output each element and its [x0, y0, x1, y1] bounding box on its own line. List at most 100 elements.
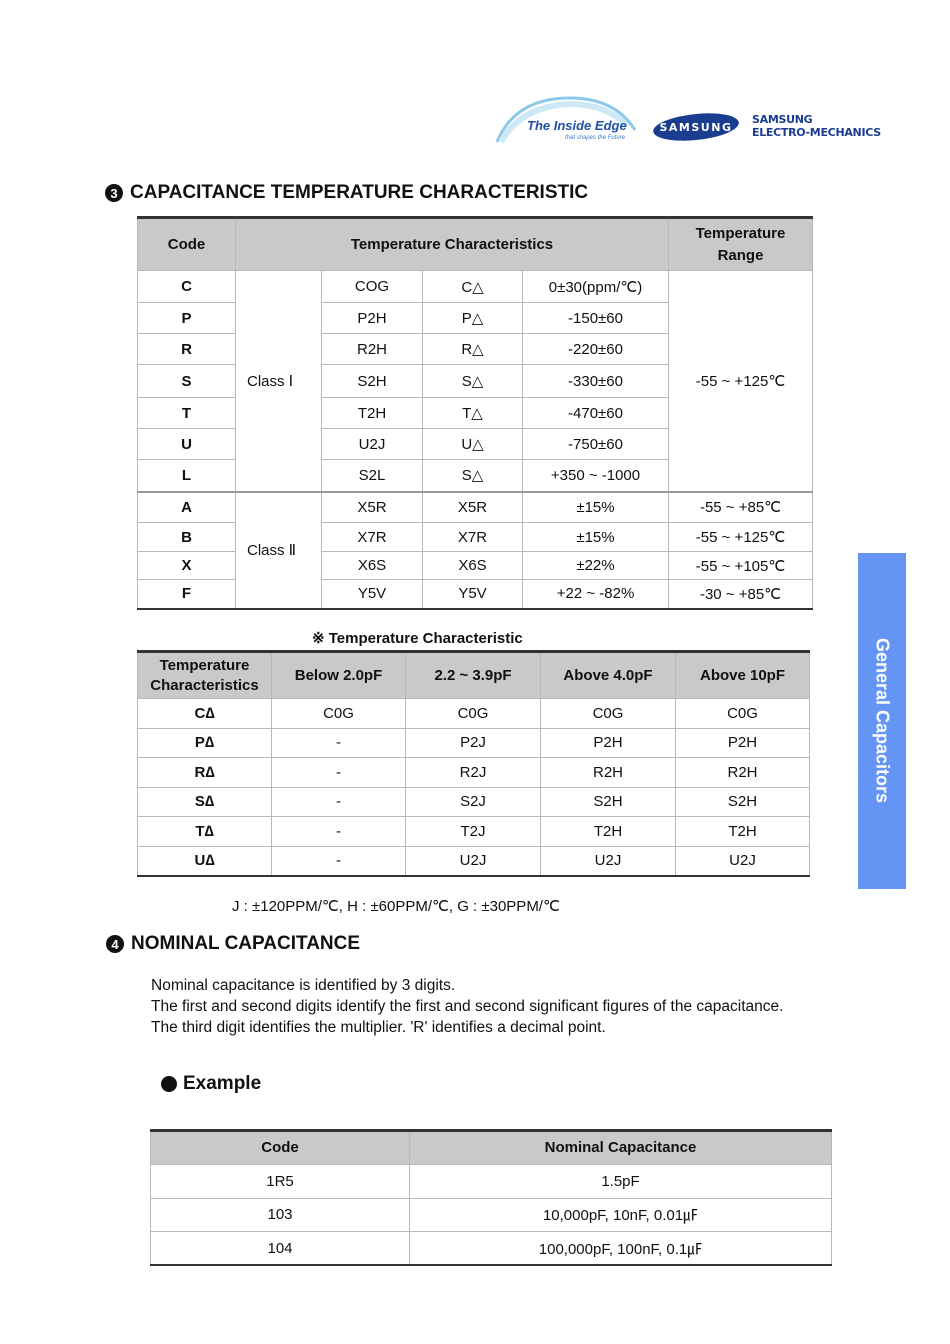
code-cell: -	[271, 757, 406, 788]
characteristic-cell: S△	[422, 459, 523, 492]
section-3-heading: 3 CAPACITANCE TEMPERATURE CHARACTERISTIC	[105, 182, 588, 204]
company-name: SAMSUNG ELECTRO-MECHANICS	[752, 113, 881, 139]
code-cell: -	[271, 727, 406, 758]
tolerance-cell: +350 ~ -1000	[522, 459, 669, 492]
tolerance-cell: ±22%	[522, 551, 669, 580]
code-cell: S2J	[405, 786, 541, 817]
tolerance-cell: -330±60	[522, 364, 669, 398]
code-cell: A	[137, 491, 236, 523]
svg-text:SAMSUNG: SAMSUNG	[660, 121, 733, 134]
characteristic-cell: Y5V	[422, 579, 523, 609]
section-4-heading: 4 NOMINAL CAPACITANCE	[106, 933, 360, 955]
tolerance-cell: -220±60	[522, 333, 669, 365]
column-header: Below 2.0pF	[271, 651, 406, 699]
code-cell: -	[271, 816, 406, 847]
table-row: R R2H R△ -220±60	[137, 333, 813, 365]
table-row: S∆ - S2J S2H S2H	[137, 786, 810, 817]
capacitance-cell: 10,000pF, 10nF, 0.01㎌	[409, 1197, 832, 1232]
table-row: U∆ - U2J U2J U2J	[137, 845, 810, 876]
tolerance-cell: -150±60	[522, 302, 669, 334]
temperature-characteristic-table: Code Temperature Characteristics Tempera…	[137, 216, 813, 610]
column-header: Above 10pF	[675, 651, 810, 699]
characteristic-cell: U△	[422, 428, 523, 460]
code-cell: U	[137, 428, 236, 460]
table2-caption: ※ Temperature Characteristic	[312, 630, 523, 647]
capacitance-cell: 100,000pF, 100nF, 0.1㎌	[409, 1231, 832, 1266]
eia-code-cell: S2H	[321, 364, 423, 398]
code-cell: B	[137, 522, 236, 552]
characteristic-cell: X5R	[422, 491, 523, 523]
eia-code-cell: COG	[321, 270, 423, 303]
table-row: F Y5V Y5V +22 ~ -82% -30 ~ +85℃	[137, 579, 813, 609]
bullet-icon	[161, 1076, 177, 1092]
characteristic-cell: C△	[422, 270, 523, 303]
characteristic-cell: P△	[422, 302, 523, 334]
code-cell: T2H	[540, 816, 676, 847]
header-temp-characteristics: Temperature Characteristics	[235, 217, 669, 271]
characteristic-cell: S△	[422, 364, 523, 398]
code-cell: U2J	[540, 845, 676, 876]
eia-code-cell: X5R	[321, 491, 423, 523]
paragraph: The first and second digits identify the…	[151, 998, 784, 1015]
eia-code-cell: T2H	[321, 397, 423, 429]
characteristic-cell: T∆	[137, 816, 272, 847]
table-row: C∆ C0G C0G C0G C0G	[137, 698, 810, 729]
nominal-capacitance-description: Nominal capacitance is identified by 3 d…	[151, 975, 783, 1038]
characteristic-cell: C∆	[137, 698, 272, 729]
code-cell: F	[137, 579, 236, 609]
characteristic-cell: X6S	[422, 551, 523, 580]
code-cell: S	[137, 364, 236, 398]
code-cell: 103	[150, 1197, 410, 1232]
section-number-badge: 4	[106, 935, 124, 953]
eia-code-cell: X6S	[321, 551, 423, 580]
column-header: Above 4.0pF	[540, 651, 676, 699]
eia-code-cell: P2H	[321, 302, 423, 334]
table-row: C Class Ⅰ COG C△ 0±30(ppm/℃) -55 ~ +125℃	[137, 270, 813, 492]
example-title: Example	[183, 1073, 262, 1094]
paragraph: The third digit identifies the multiplie…	[151, 1019, 606, 1036]
code-cell: T2H	[675, 816, 810, 847]
example-heading: Example	[161, 1073, 261, 1095]
company-line2: ELECTRO-MECHANICS	[752, 126, 881, 139]
tolerance-cell: -750±60	[522, 428, 669, 460]
eia-code-cell: U2J	[321, 428, 423, 460]
svg-text:The Inside Edge: The Inside Edge	[527, 118, 627, 133]
example-table: Code Nominal Capacitance 1R5 1.5pF 103 10,000…	[150, 1129, 832, 1266]
code-cell: -	[271, 786, 406, 817]
eia-code-cell: X7R	[321, 522, 423, 552]
tolerance-note: J : ±120PPM/℃, H : ±60PPM/℃, G : ±30PPM/…	[232, 898, 560, 915]
table-row: S S2H S△ -330±60	[137, 364, 813, 398]
svg-text:that shapes the Future: that shapes the Future	[565, 135, 626, 141]
characteristic-cell: T△	[422, 397, 523, 429]
characteristic-cell: S∆	[137, 786, 272, 817]
tolerance-cell: -470±60	[522, 397, 669, 429]
class-cell: Class Ⅰ	[235, 270, 322, 492]
characteristic-cell: U∆	[137, 845, 272, 876]
code-cell: T2J	[405, 816, 541, 847]
header-code: Code	[137, 217, 236, 271]
column-header: Temperature Characteristics	[137, 651, 272, 699]
side-tab-general-capacitors: General Capacitors	[858, 553, 906, 889]
tolerance-cell: 0±30(ppm/℃)	[522, 270, 669, 303]
header-temp-range: Temperature Range	[668, 217, 813, 271]
samsung-logo: SAMSUNG	[653, 113, 739, 141]
code-cell: -	[271, 845, 406, 876]
class-cell: Class Ⅱ	[235, 491, 322, 609]
section-title: CAPACITANCE TEMPERATURE CHARACTERISTIC	[130, 182, 589, 203]
characteristic-cell: P∆	[137, 727, 272, 758]
code-cell: C0G	[675, 698, 810, 729]
column-header: Nominal Capacitance	[409, 1130, 832, 1165]
code-cell: T	[137, 397, 236, 429]
table-row: T T2H T△ -470±60	[137, 397, 813, 429]
code-cell: 1R5	[150, 1164, 410, 1199]
characteristic-cell: R△	[422, 333, 523, 365]
code-cell: X	[137, 551, 236, 580]
code-cell: P2H	[540, 727, 676, 758]
temp-range-cell: -55 ~ +85℃	[668, 491, 813, 523]
eia-code-cell: R2H	[321, 333, 423, 365]
code-cell: S2H	[675, 786, 810, 817]
side-tab-label: General Capacitors	[872, 638, 893, 804]
code-cell: C0G	[540, 698, 676, 729]
code-cell: R2J	[405, 757, 541, 788]
characteristic-cell: X7R	[422, 522, 523, 552]
